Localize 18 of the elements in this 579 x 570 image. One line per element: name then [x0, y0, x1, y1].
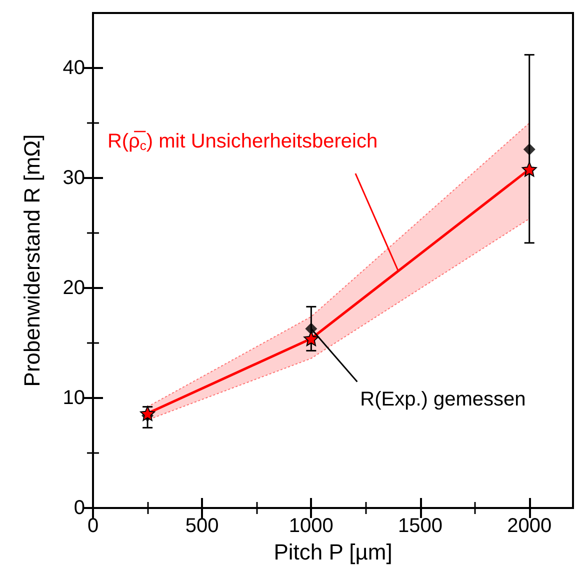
- annotation: R(ρ̅c) mit Unsicherheitsbereich: [107, 130, 378, 153]
- point: [522, 162, 537, 177]
- y-tick-label: 10: [62, 387, 85, 409]
- y-tick-label: 30: [62, 167, 85, 189]
- x-tick-label: 0: [87, 515, 99, 537]
- point: [140, 406, 156, 421]
- x-tick-label: 2000: [507, 515, 552, 537]
- annotation: R(Exp.) gemessen: [360, 388, 526, 411]
- x-tick-label: 1000: [288, 515, 334, 537]
- x-tick-label: 500: [185, 515, 219, 537]
- y-tick-label: 20: [62, 277, 85, 299]
- y-tick-label: 0: [74, 497, 85, 519]
- y-axis-title: Probenwiderstand R [mΩ]: [20, 134, 44, 387]
- point: [523, 143, 536, 156]
- x-axis-title: Pitch P [µm]: [274, 539, 392, 564]
- x-tick-label: 1500: [398, 515, 443, 537]
- point: [304, 331, 319, 346]
- y-tick-label: 40: [62, 57, 85, 79]
